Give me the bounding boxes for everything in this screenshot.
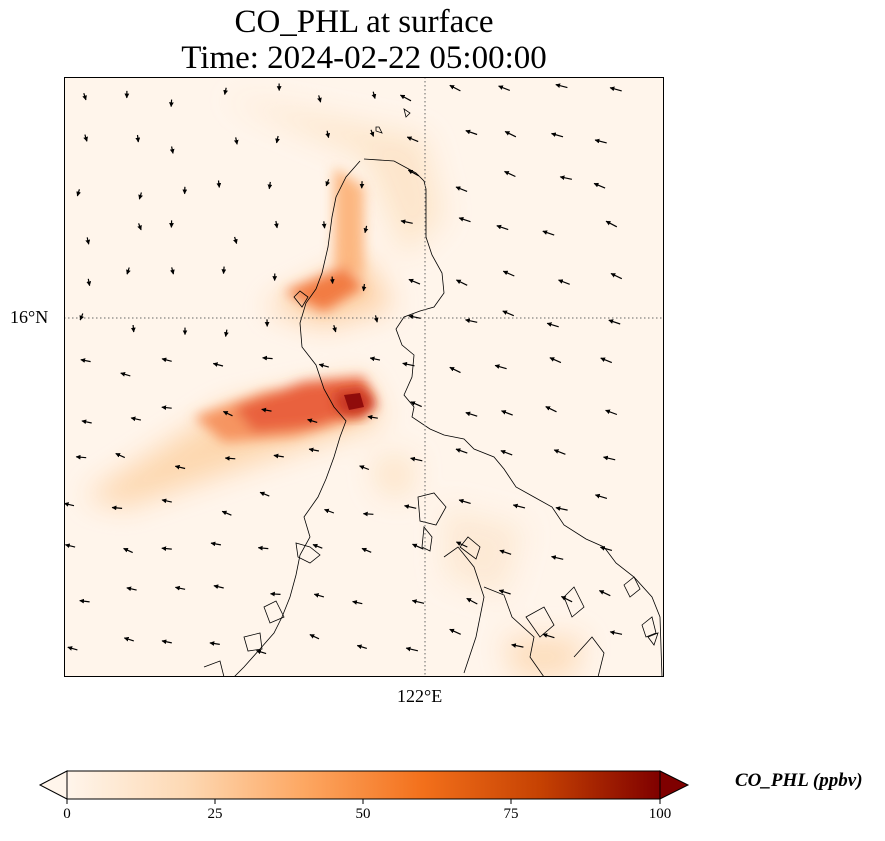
colorbar-tick: 0 bbox=[63, 806, 71, 823]
colorbar-label: CO_PHL (ppbv) bbox=[735, 770, 863, 792]
map-title: CO_PHL at surface bbox=[64, 4, 664, 40]
wind-arrow bbox=[324, 221, 325, 228]
latitude-tick-label: 16°N bbox=[10, 307, 48, 328]
wind-arrow bbox=[219, 181, 220, 188]
wind-arrow bbox=[271, 594, 281, 595]
map-time: Time: 2024-02-22 05:00:00 bbox=[64, 40, 664, 76]
colorbar-tick: 50 bbox=[356, 806, 371, 823]
colorbar-gradient bbox=[67, 771, 660, 799]
wind-arrow bbox=[263, 358, 273, 359]
longitude-tick-label: 122°E bbox=[397, 686, 442, 707]
colorbar-tick: 75 bbox=[504, 806, 519, 823]
wind-arrow bbox=[224, 267, 225, 274]
colorbar-tick: 100 bbox=[649, 806, 672, 823]
wind-arrow bbox=[133, 325, 134, 332]
wind-arrow bbox=[332, 277, 333, 284]
wind-arrow bbox=[171, 100, 172, 107]
colorbar-tick: 25 bbox=[208, 806, 223, 823]
colorbar-extend-max bbox=[660, 771, 688, 799]
wind-arrow bbox=[363, 514, 373, 515]
map-panel bbox=[64, 77, 664, 677]
wind-arrow bbox=[138, 135, 139, 142]
wind-arrow bbox=[225, 458, 235, 459]
colorbar-extend-min bbox=[40, 771, 67, 799]
